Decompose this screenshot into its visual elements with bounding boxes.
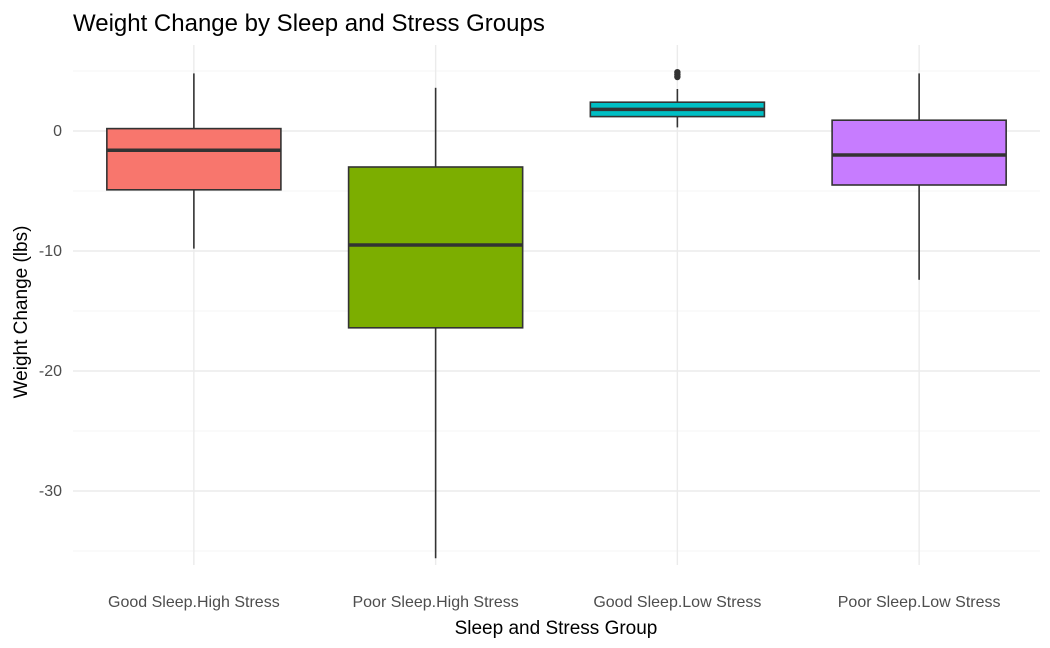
box-group [106, 73, 282, 249]
chart-title: Weight Change by Sleep and Stress Groups [73, 10, 545, 37]
x-tick-label: Good Sleep.High Stress [108, 594, 280, 611]
y-tick-label: -30 [39, 483, 62, 500]
box-iqr [347, 166, 524, 329]
x-tick-label: Good Sleep.Low Stress [593, 594, 761, 611]
outlier-point [674, 69, 681, 76]
y-axis-title: Weight Change (lbs) [11, 226, 32, 399]
x-axis-title: Sleep and Stress Group [455, 618, 658, 639]
box-group [831, 73, 1007, 280]
y-tick-label: -20 [39, 363, 62, 380]
x-tick-label: Poor Sleep.High Stress [352, 594, 518, 611]
box-group [589, 69, 766, 128]
x-tick-label: Poor Sleep.Low Stress [838, 594, 1001, 611]
x-tick-labels: Good Sleep.High Stress Poor Sleep.High St… [108, 594, 1000, 611]
y-tick-label: 0 [53, 123, 62, 140]
y-tick-label: -10 [39, 243, 62, 260]
box-iqr [831, 119, 1007, 186]
y-tick-labels: 0 -10 -20 -30 [39, 123, 62, 500]
box-iqr [106, 127, 282, 191]
plot-boxes [106, 69, 1007, 559]
box-group [347, 87, 524, 559]
